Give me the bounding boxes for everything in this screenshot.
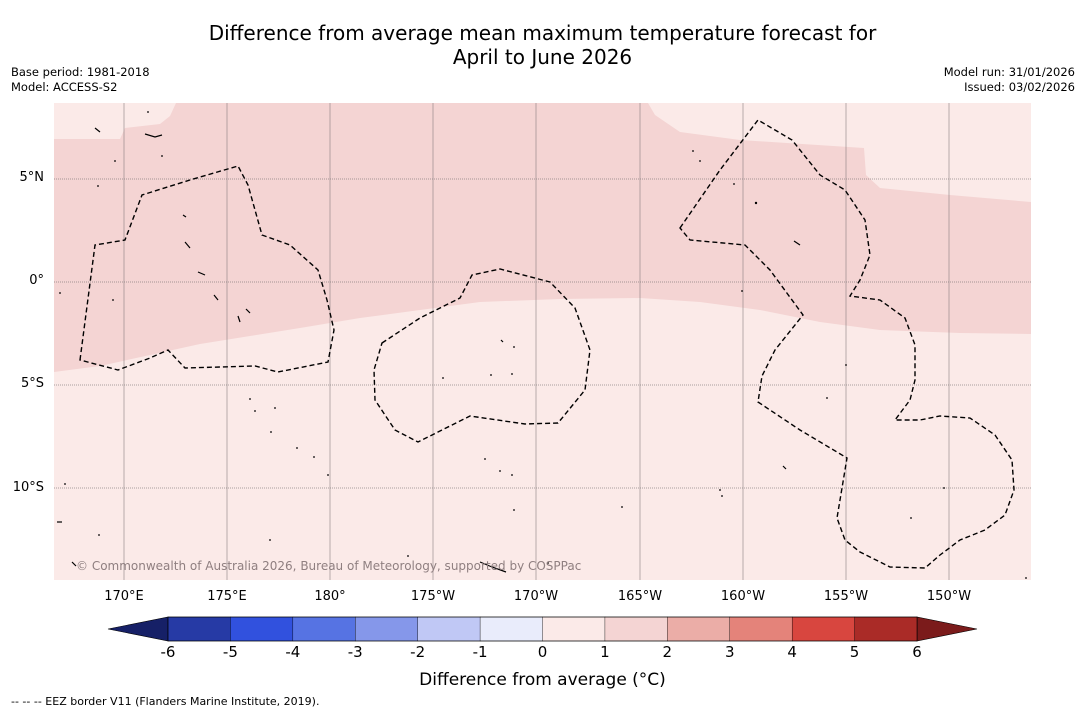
colorbar-tick-label: 3 (724, 643, 735, 661)
colorbar-segment (854, 616, 918, 642)
model-name: Model: ACCESS-S2 (11, 80, 118, 94)
colorbar-tick-label: 0 (537, 643, 548, 661)
eez-phoenix-islands (373, 268, 591, 443)
lon-label-175w: 175°W (410, 589, 456, 604)
map-area (54, 103, 1031, 580)
chart-title: Difference from average mean maximum tem… (0, 21, 1085, 69)
colorbar-segment (230, 616, 294, 642)
colorbar-tick-label: 4 (787, 643, 797, 661)
lon-label-165w: 165°W (617, 589, 663, 604)
lon-label-160w: 160°W (720, 589, 766, 604)
colorbar-segment (604, 616, 668, 642)
title-line-1: Difference from average mean maximum tem… (208, 21, 877, 45)
meta-left: Base period: 1981-2018 Model: ACCESS-S2 (11, 65, 150, 95)
lon-label-155w: 155°W (823, 589, 869, 604)
colorbar-tick-label: -1 (472, 643, 488, 661)
base-period: Base period: 1981-2018 (11, 65, 150, 79)
lat-label-10s: 10°S (12, 480, 44, 495)
colorbar-tick-label: -4 (285, 643, 301, 661)
colorbar-tick-label: 5 (849, 643, 860, 661)
island-dots (59, 111, 1027, 579)
lon-label-170w: 170°W (513, 589, 559, 604)
colorbar-tick-label: -5 (222, 643, 238, 661)
colorbar-segment (667, 616, 731, 642)
colorbar-segment (417, 616, 481, 642)
anomaly-zone-1-2 (54, 103, 1031, 372)
colorbar-title: Difference from average (°C) (419, 670, 666, 690)
colorbar-segment (292, 616, 356, 642)
colorbar-segment (791, 616, 856, 642)
lon-label-180: 180° (314, 589, 346, 604)
colorbar-segment (355, 616, 419, 642)
colorbar-segments (167, 616, 918, 642)
lon-label-175e: 175°E (207, 589, 247, 604)
lat-label-5n: 5°N (19, 170, 45, 185)
meridians (123, 103, 950, 580)
colorbar-high-extend (916, 616, 978, 642)
eez-line-islands (679, 119, 1015, 569)
lat-label-0: 0° (29, 273, 44, 288)
colorbar-tick-label: -6 (160, 643, 176, 661)
anomaly-zone-0-1-north (852, 103, 960, 134)
lat-label-5s: 5°S (20, 376, 44, 391)
colorbar-segment (479, 616, 544, 642)
lon-label-170e: 170°E (104, 589, 144, 604)
colorbar-tick-label: 2 (662, 643, 673, 661)
colorbar-tick-label: -2 (410, 643, 426, 661)
colorbar-tick-label: 6 (912, 643, 922, 661)
graticule (54, 178, 1031, 489)
eez-borders (79, 119, 1015, 569)
islands (57, 127, 801, 573)
colorbar-low-extend (107, 616, 169, 642)
meta-right: Model run: 31/01/2026 Issued: 03/02/2026 (944, 65, 1075, 95)
title-line-2: April to June 2026 (452, 45, 633, 69)
colorbar-segment (729, 616, 793, 642)
eez-legend: -- -- -- EEZ border V11 (Flanders Marine… (11, 695, 320, 708)
issued-date: Issued: 03/02/2026 (964, 80, 1075, 94)
copyright-text: © Commonwealth of Australia 2026, Bureau… (76, 559, 581, 573)
colorbar-segment (167, 616, 231, 642)
colorbar-segment (542, 616, 606, 642)
colorbar-tick-label: -3 (347, 643, 363, 661)
colorbar-tick-label: 1 (600, 643, 610, 661)
colorbar (107, 616, 978, 642)
model-run: Model run: 31/01/2026 (943, 65, 1075, 79)
lon-label-150w: 150°W (926, 589, 972, 604)
eez-gilbert-islands (79, 165, 335, 373)
